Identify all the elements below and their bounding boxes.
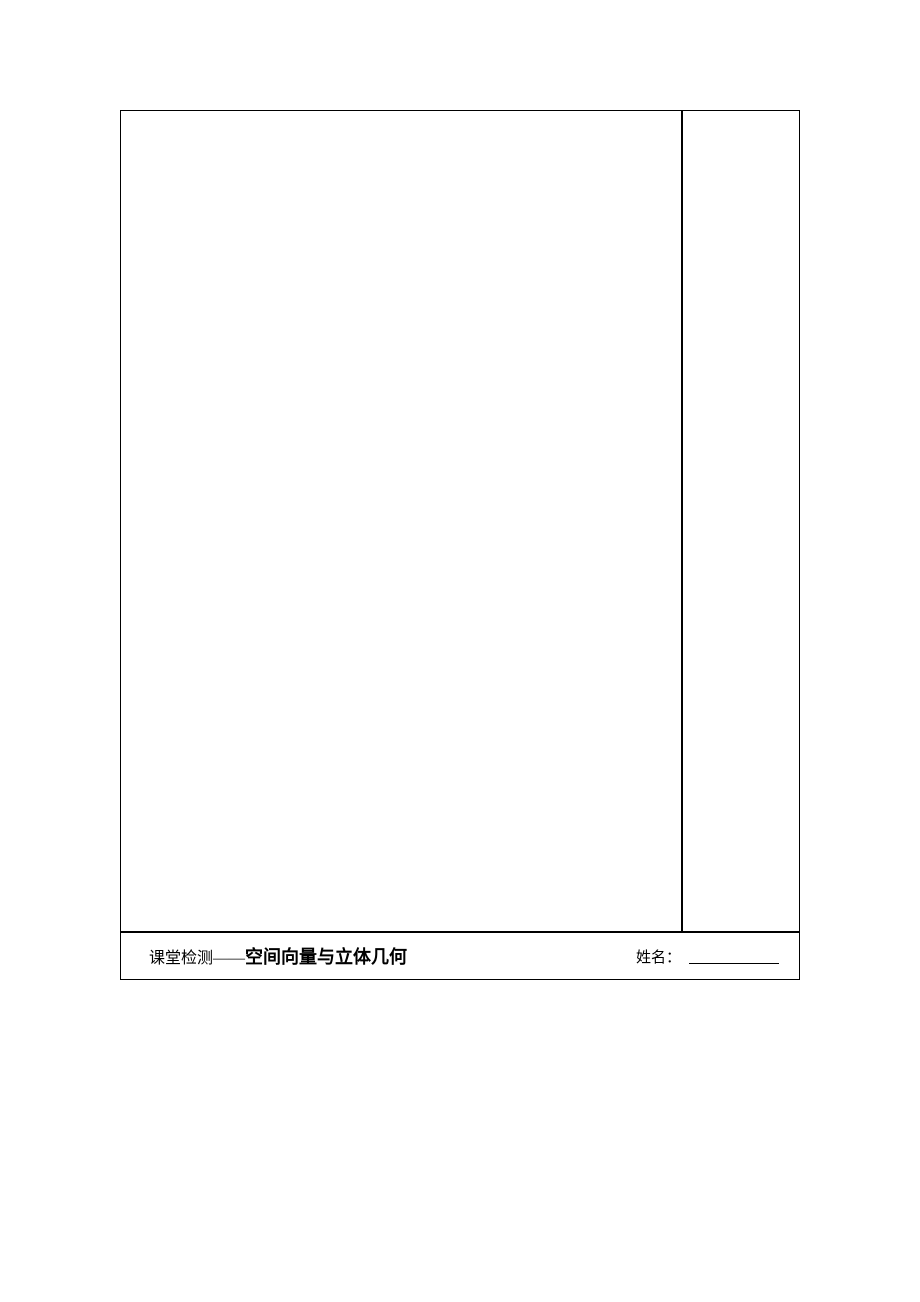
name-label: 姓名：	[636, 946, 681, 967]
header-row: 课堂检测——空间向量与立体几何 姓名：	[121, 931, 799, 981]
vertical-divider	[681, 111, 683, 931]
worksheet-frame: 课堂检测——空间向量与立体几何 姓名：	[120, 110, 800, 980]
name-blank-line	[689, 948, 779, 964]
title-main: 空间向量与立体几何	[245, 943, 407, 969]
title-prefix: 课堂检测——	[149, 944, 245, 968]
